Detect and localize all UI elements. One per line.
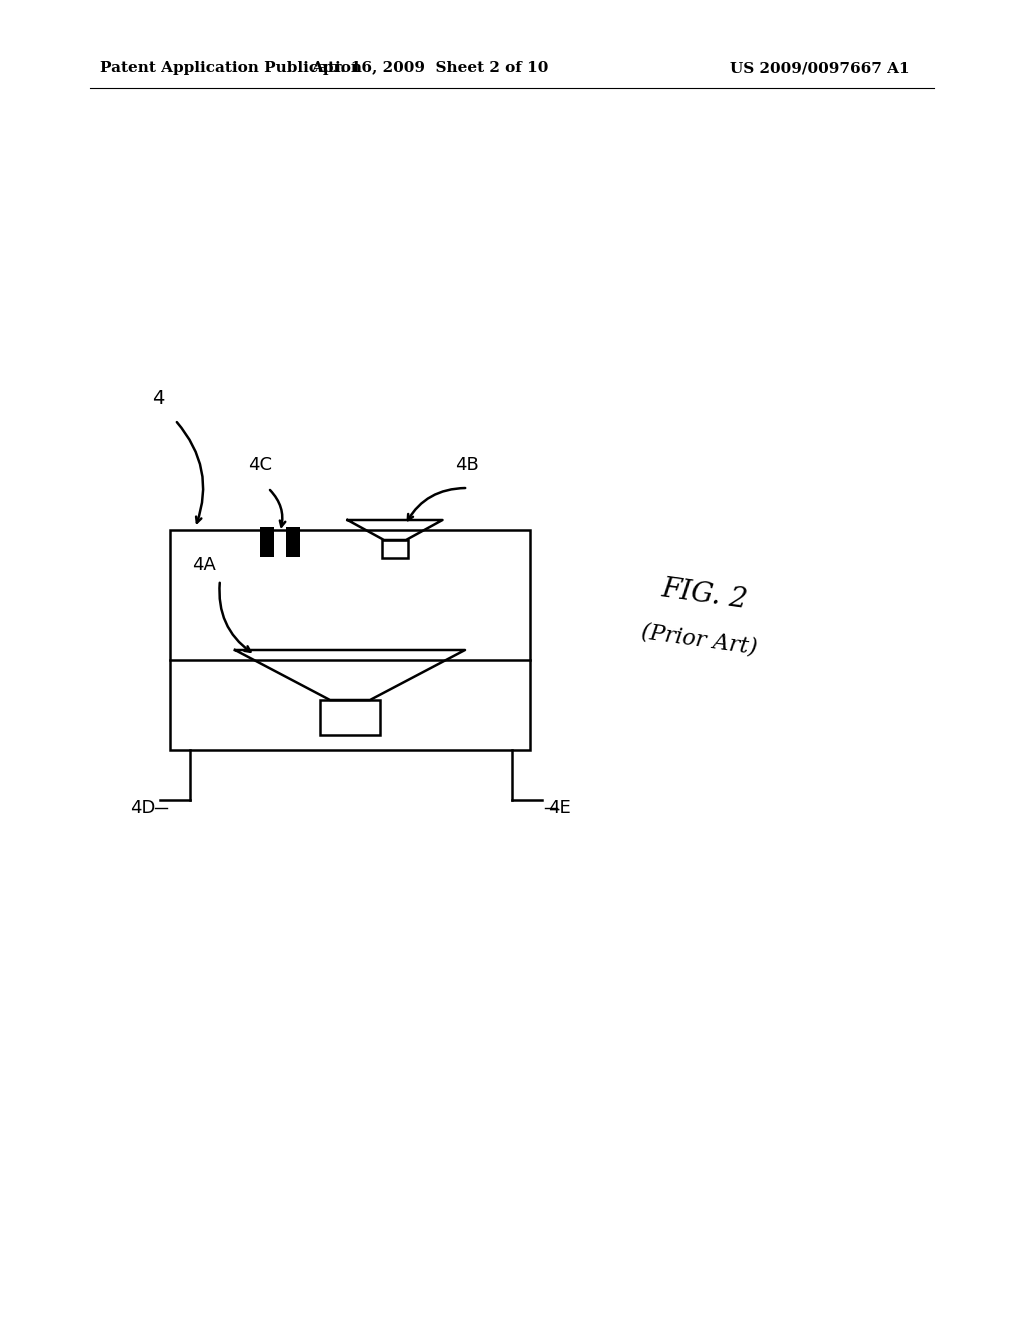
Bar (382, 540, 408, 558)
Bar (319, 700, 380, 735)
Bar (260, 527, 274, 557)
Text: 4B: 4B (455, 455, 479, 474)
Text: 4A: 4A (193, 556, 216, 574)
Text: Apr. 16, 2009  Sheet 2 of 10: Apr. 16, 2009 Sheet 2 of 10 (311, 61, 549, 75)
Text: 4: 4 (152, 388, 165, 408)
Text: Patent Application Publication: Patent Application Publication (100, 61, 362, 75)
Text: 4E: 4E (548, 799, 570, 817)
Text: (Prior Art): (Prior Art) (640, 620, 759, 659)
Bar (170, 531, 530, 750)
Bar (286, 527, 300, 557)
Text: US 2009/0097667 A1: US 2009/0097667 A1 (730, 61, 909, 75)
Text: 4D: 4D (130, 799, 156, 817)
Text: FIG. 2: FIG. 2 (660, 576, 750, 614)
Text: 4C: 4C (248, 455, 272, 474)
